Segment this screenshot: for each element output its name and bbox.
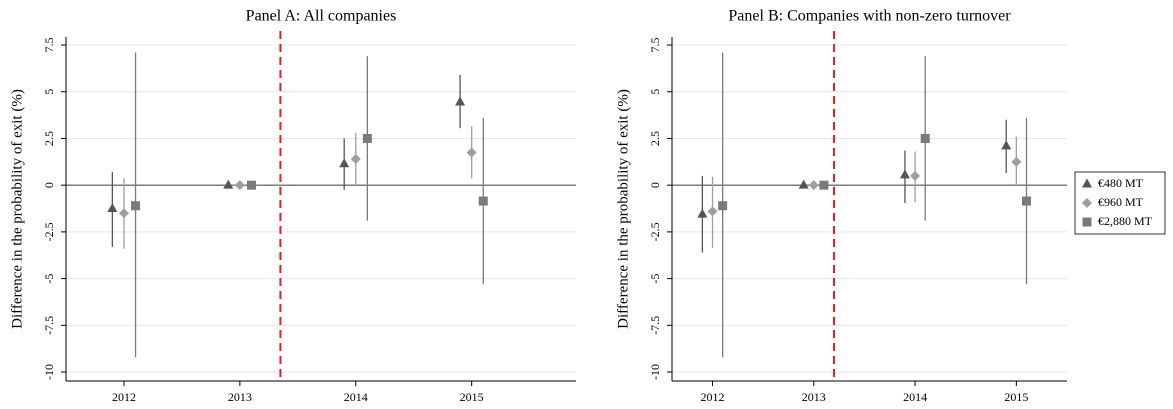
marker-triangle [899,169,910,179]
marker-diamond [466,147,477,158]
y-tick-label: -2.5 [648,222,662,241]
marker-square [920,133,930,143]
y-tick-label: 7.5 [42,38,56,53]
x-tick-label: 2015 [460,390,484,404]
marker-triangle [798,179,809,189]
marker-diamond [234,180,245,191]
marker-triangle [1001,140,1012,150]
x-tick-label: 2012 [112,390,136,404]
marker-triangle [1082,178,1092,188]
marker-square [819,180,829,190]
y-tick-label: -10 [42,364,56,380]
marker-diamond [808,180,819,191]
marker-square [362,133,372,143]
marker-square [1021,196,1031,206]
y-tick-label: 2.5 [42,131,56,146]
x-tick-label: 2014 [903,390,927,404]
x-tick-label: 2015 [1004,390,1028,404]
marker-diamond [118,208,129,219]
x-tick-label: 2013 [228,390,252,404]
y-tick-label: -5 [648,274,662,284]
y-tick-label: 5 [648,89,662,95]
marker-triangle [107,203,118,213]
x-tick-label: 2014 [344,390,368,404]
y-tick-label: 0 [42,182,56,188]
legend-label: €480 MT [1098,176,1144,190]
marker-triangle [339,158,350,168]
y-tick-label: -7.5 [42,316,56,335]
legend-label: €960 MT [1098,195,1144,209]
y-tick-label: 0 [648,182,662,188]
marker-diamond [350,154,361,165]
y-axis-title: Difference in the probability of exit (%… [9,89,25,329]
marker-triangle [697,208,708,218]
y-tick-label: 5 [42,89,56,95]
marker-diamond [1082,198,1092,208]
y-tick-label: -5 [42,274,56,284]
y-tick-label: -7.5 [648,316,662,335]
marker-square [718,201,728,211]
marker-square [478,196,488,206]
marker-triangle [455,96,466,106]
y-tick-label: -10 [648,364,662,380]
y-tick-label: 2.5 [648,131,662,146]
marker-diamond [1011,156,1022,167]
marker-square [246,180,256,190]
y-tick-label: 7.5 [648,38,662,53]
marker-diamond [707,206,718,217]
legend-label: €2,880 MT [1098,214,1153,228]
y-axis-title: Difference in the probability of exit (%… [615,89,631,329]
x-tick-label: 2012 [701,390,725,404]
marker-square [131,201,141,211]
marker-triangle [223,179,234,189]
panel-title: Panel B: Companies with non-zero turnove… [728,8,1011,25]
panel-title: Panel A: All companies [246,8,397,25]
x-tick-label: 2013 [802,390,826,404]
marker-diamond [910,170,921,181]
marker-square [1082,217,1092,227]
y-tick-label: -2.5 [42,222,56,241]
